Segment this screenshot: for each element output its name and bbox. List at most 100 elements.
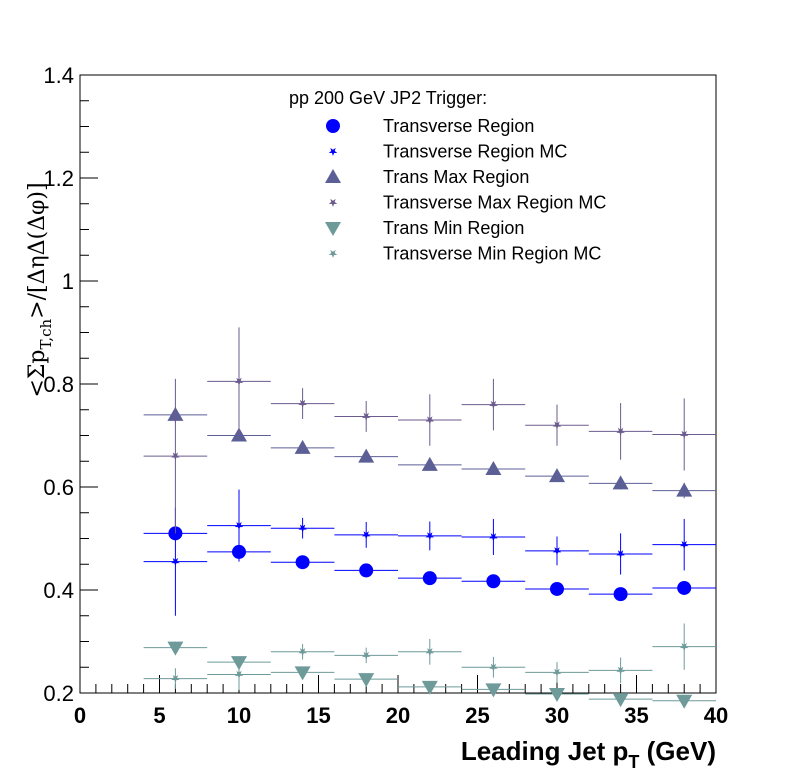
data-point [425,416,435,425]
data-point [616,550,625,559]
legend-marker [328,147,338,156]
y-axis-label-subscript: T,ch [37,319,55,350]
x-tick-label: 30 [545,703,569,728]
data-point [171,452,180,461]
data-point [425,532,435,541]
data-point [234,521,244,531]
legend-marker [325,169,341,183]
x-tick-label: 25 [465,703,489,728]
data-point [612,693,629,708]
data-point [298,399,307,409]
legend-marker [328,249,338,258]
legend-entry: Transverse Max Region MC [328,193,606,213]
data-point [171,558,180,567]
legend-label: Transverse Region [383,116,534,136]
data-point [679,430,689,439]
legend-entry: Trans Max Region [325,167,529,187]
data-point [358,448,375,463]
data-point [489,533,498,542]
data-point [421,456,438,471]
data-point [552,421,562,430]
y-tick-label: 0.6 [43,475,74,500]
legend-entry: Trans Min Region [325,218,524,238]
y-tick-label: 0.2 [43,681,74,706]
data-point [550,581,564,596]
x-tick-label: 35 [624,703,648,728]
legend-marker [328,198,338,207]
y-axis-label-part2: >/[ΔηΔ(Δφ)] [25,182,50,318]
x-axis-title: Leading Jet pT (GeV) [461,736,716,772]
y-tick-label: 0.8 [43,372,74,397]
series-5 [143,623,716,690]
legend-label: Trans Min Region [383,218,524,238]
legend: pp 200 GeV JP2 Trigger: Transverse Regio… [289,88,606,264]
axes: 0 5 10 15 20 25 30 35 40 0.2 0.4 0.6 0.8 1 1.2 1.4 [43,63,728,728]
data-point [485,460,502,475]
data-point [549,688,565,703]
data-point [676,482,693,497]
data-point [676,694,693,709]
legend-marker [326,119,340,133]
data-point [613,587,628,602]
data-point [612,475,629,490]
y-axis-label-part1: <Σp [25,350,50,398]
legend-entry: Transverse Min Region MC [328,244,601,264]
legend-marker [325,222,341,236]
x-tick-label: 5 [153,703,165,728]
data-point [298,648,307,657]
data-point [167,641,184,656]
data-point [234,670,244,679]
data-point [549,468,565,483]
data-point [295,555,310,570]
y-tick-label: 1.4 [43,63,74,88]
data-point [234,377,244,386]
x-tick-label: 15 [306,703,330,728]
data-point [171,674,180,684]
data-point [425,648,435,657]
svg-text:<ΣpT,ch>/[ΔηΔ(Δφ)]: <ΣpT,ch>/[ΔηΔ(Δφ)] [25,182,55,397]
legend-label: Transverse Min Region MC [383,244,601,264]
y-tick-label: 1 [62,269,74,294]
legend-title: pp 200 GeV JP2 Trigger: [289,88,487,108]
data-point [552,547,562,556]
data-point [616,427,625,436]
data-point [294,439,311,454]
data-point [679,643,689,652]
x-axis-label-unit: (GeV) [639,736,716,766]
legend-label: Transverse Max Region MC [383,193,606,213]
x-tick-label: 0 [74,703,86,728]
data-point [298,524,307,533]
x-tick-label: 10 [227,703,251,728]
series-3 [143,327,716,534]
data-point [422,571,437,586]
legend-entry: Transverse Region MC [328,142,567,162]
x-tick-label: 20 [386,703,410,728]
data-point [616,666,625,675]
legend-entry: Transverse Region [326,116,534,136]
y-axis-title: <ΣpT,ch>/[ΔηΔ(Δφ)] [25,182,55,397]
data-point [361,651,371,660]
data-point [361,412,371,421]
legend-label: Transverse Region MC [383,142,567,162]
data-point [421,680,438,695]
svg-text:Leading Jet pT (GeV): Leading Jet pT (GeV) [461,736,716,772]
x-tick-label: 40 [704,703,728,728]
x-axis-label: Leading Jet p [461,736,629,766]
data-point [359,563,374,578]
data-point [679,541,689,550]
data-layer [143,327,716,709]
x-axis-label-subscript: T [628,752,639,772]
data-point [552,668,562,677]
data-point [489,663,498,672]
series-1 [143,489,716,616]
data-point [361,531,371,540]
data-point [485,683,502,698]
y-tick-label: 0.4 [43,578,74,603]
data-point [489,400,498,410]
legend-label: Trans Max Region [383,167,529,187]
data-point [294,666,311,681]
data-point [358,673,375,688]
y-tick-label: 1.2 [43,166,74,191]
data-point [677,580,692,595]
